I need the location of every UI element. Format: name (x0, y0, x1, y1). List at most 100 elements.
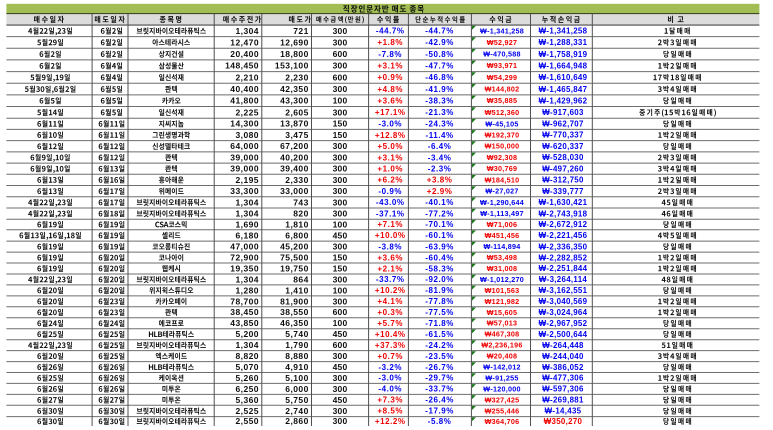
svg-text:41,800: 41,800 (230, 96, 259, 106)
svg-text:₩255,446: ₩255,446 (485, 406, 520, 415)
svg-text:-77.8%: -77.8% (425, 297, 454, 306)
svg-text:1,280: 1,280 (235, 285, 259, 295)
svg-text:-21.3%: -21.3% (425, 108, 454, 117)
svg-text:3,080: 3,080 (235, 130, 259, 140)
svg-text:₩-45,105: ₩-45,105 (485, 119, 518, 128)
svg-text:-50.8%: -50.8% (425, 50, 454, 59)
svg-text:2,330: 2,330 (285, 175, 309, 185)
svg-text:-71.8%: -71.8% (425, 319, 454, 328)
svg-text:₩-620,337: ₩-620,337 (542, 142, 584, 151)
svg-text:₩-1,429,962: ₩-1,429,962 (539, 96, 588, 105)
svg-text:+1.0%: +1.0% (377, 164, 403, 173)
svg-text:₩327,425: ₩327,425 (485, 395, 520, 404)
svg-text:1,410: 1,410 (285, 285, 309, 295)
svg-text:₩2,236,196: ₩2,236,196 (481, 341, 522, 350)
svg-text:₩144,802: ₩144,802 (485, 85, 520, 94)
svg-text:19,350: 19,350 (230, 263, 259, 273)
svg-text:64,000: 64,000 (230, 141, 259, 151)
svg-text:300: 300 (333, 209, 348, 219)
svg-text:8,820: 8,820 (235, 351, 259, 361)
svg-text:153,100: 153,100 (275, 61, 309, 71)
svg-text:₩-386,052: ₩-386,052 (542, 363, 584, 372)
svg-text:721: 721 (293, 26, 309, 36)
svg-text:-58.3%: -58.3% (425, 264, 454, 273)
svg-text:42,350: 42,350 (280, 84, 309, 94)
svg-text:₩-1,341,258: ₩-1,341,258 (480, 26, 524, 35)
svg-text:6,180: 6,180 (235, 230, 259, 240)
svg-text:₩54,299: ₩54,299 (487, 73, 518, 82)
svg-text:-42.9%: -42.9% (425, 38, 454, 47)
svg-text:+0.3%: +0.3% (377, 308, 403, 317)
svg-text:₩-2,672,912: ₩-2,672,912 (539, 220, 588, 229)
svg-text:150: 150 (333, 119, 348, 129)
svg-text:-11.4%: -11.4% (425, 131, 453, 140)
svg-text:₩-1,341,258: ₩-1,341,258 (539, 27, 588, 36)
svg-text:148,450: 148,450 (225, 61, 259, 71)
svg-text:₩-470,588: ₩-470,588 (483, 50, 520, 59)
svg-text:150: 150 (333, 130, 348, 140)
svg-text:5,740: 5,740 (285, 329, 309, 339)
svg-text:-24.3%: -24.3% (425, 120, 454, 129)
svg-text:-4.0%: -4.0% (378, 385, 402, 394)
svg-text:5,750: 5,750 (285, 395, 309, 405)
svg-text:₩-962,707: ₩-962,707 (542, 120, 584, 129)
svg-text:+3.6%: +3.6% (377, 96, 403, 105)
svg-text:₩52,927: ₩52,927 (487, 38, 518, 47)
svg-text:₩71,006: ₩71,006 (487, 220, 518, 229)
svg-text:-3.0%: -3.0% (378, 374, 402, 383)
svg-text:+7.3%: +7.3% (377, 396, 403, 405)
svg-text:100: 100 (333, 285, 348, 295)
svg-text:₩-770,337: ₩-770,337 (542, 131, 584, 140)
svg-text:300: 300 (333, 26, 348, 36)
svg-text:₩-27,027: ₩-27,027 (485, 187, 518, 196)
svg-text:864: 864 (293, 274, 309, 284)
svg-text:-44.7%: -44.7% (376, 27, 405, 36)
svg-text:+2.9%: +2.9% (427, 187, 453, 196)
svg-text:150: 150 (333, 263, 348, 273)
svg-text:₩-2,336,350: ₩-2,336,350 (539, 242, 588, 251)
svg-text:₩364,706: ₩364,706 (485, 417, 520, 426)
svg-text:300: 300 (333, 296, 348, 306)
svg-text:₩-3,264,114: ₩-3,264,114 (539, 275, 588, 284)
svg-text:₩121,982: ₩121,982 (485, 297, 520, 306)
svg-text:2,230: 2,230 (285, 72, 309, 82)
svg-text:₩-497,260: ₩-497,260 (542, 164, 584, 173)
svg-text:-33.7%: -33.7% (376, 275, 405, 284)
svg-text:300: 300 (333, 61, 348, 71)
svg-text:+3.8%: +3.8% (427, 176, 453, 185)
svg-text:-37.1%: -37.1% (376, 209, 405, 218)
svg-text:14,300: 14,300 (230, 119, 259, 129)
svg-text:+5.0%: +5.0% (377, 142, 403, 151)
svg-text:+1.8%: +1.8% (377, 38, 403, 47)
svg-text:2,210: 2,210 (235, 72, 259, 82)
svg-text:₩-1,630,421: ₩-1,630,421 (539, 198, 588, 207)
svg-text:+0.9%: +0.9% (377, 73, 403, 82)
svg-text:-7.8%: -7.8% (378, 50, 402, 59)
svg-text:-26.7%: -26.7% (425, 363, 454, 372)
svg-text:-24.2%: -24.2% (425, 341, 454, 350)
svg-text:₩53,498: ₩53,498 (487, 253, 518, 262)
svg-text:5,260: 5,260 (235, 373, 259, 383)
svg-text:₩-1,113,497: ₩-1,113,497 (480, 209, 524, 218)
svg-text:43,300: 43,300 (280, 96, 309, 106)
svg-text:₩-528,030: ₩-528,030 (542, 153, 584, 162)
svg-text:-26.4%: -26.4% (425, 396, 454, 405)
svg-text:300: 300 (333, 351, 348, 361)
svg-text:100: 100 (333, 219, 348, 229)
svg-text:100: 100 (333, 318, 348, 328)
svg-text:₩-120,000: ₩-120,000 (483, 384, 520, 393)
svg-text:₩101,563: ₩101,563 (485, 286, 520, 295)
svg-text:+12.8%: +12.8% (375, 131, 406, 140)
svg-text:-3.4%: -3.4% (428, 153, 452, 162)
svg-text:₩-2,282,852: ₩-2,282,852 (539, 253, 588, 262)
svg-text:450: 450 (333, 362, 348, 372)
svg-text:₩451,456: ₩451,456 (485, 231, 520, 240)
svg-text:₩-917,603: ₩-917,603 (542, 108, 584, 117)
svg-text:₩-3,162,551: ₩-3,162,551 (539, 286, 588, 295)
svg-text:450: 450 (333, 329, 348, 339)
svg-text:300: 300 (333, 152, 348, 162)
svg-text:₩512,360: ₩512,360 (485, 108, 520, 117)
svg-text:-41.9%: -41.9% (425, 85, 454, 94)
svg-text:600: 600 (333, 340, 348, 350)
svg-text:₩-477,306: ₩-477,306 (542, 374, 584, 383)
